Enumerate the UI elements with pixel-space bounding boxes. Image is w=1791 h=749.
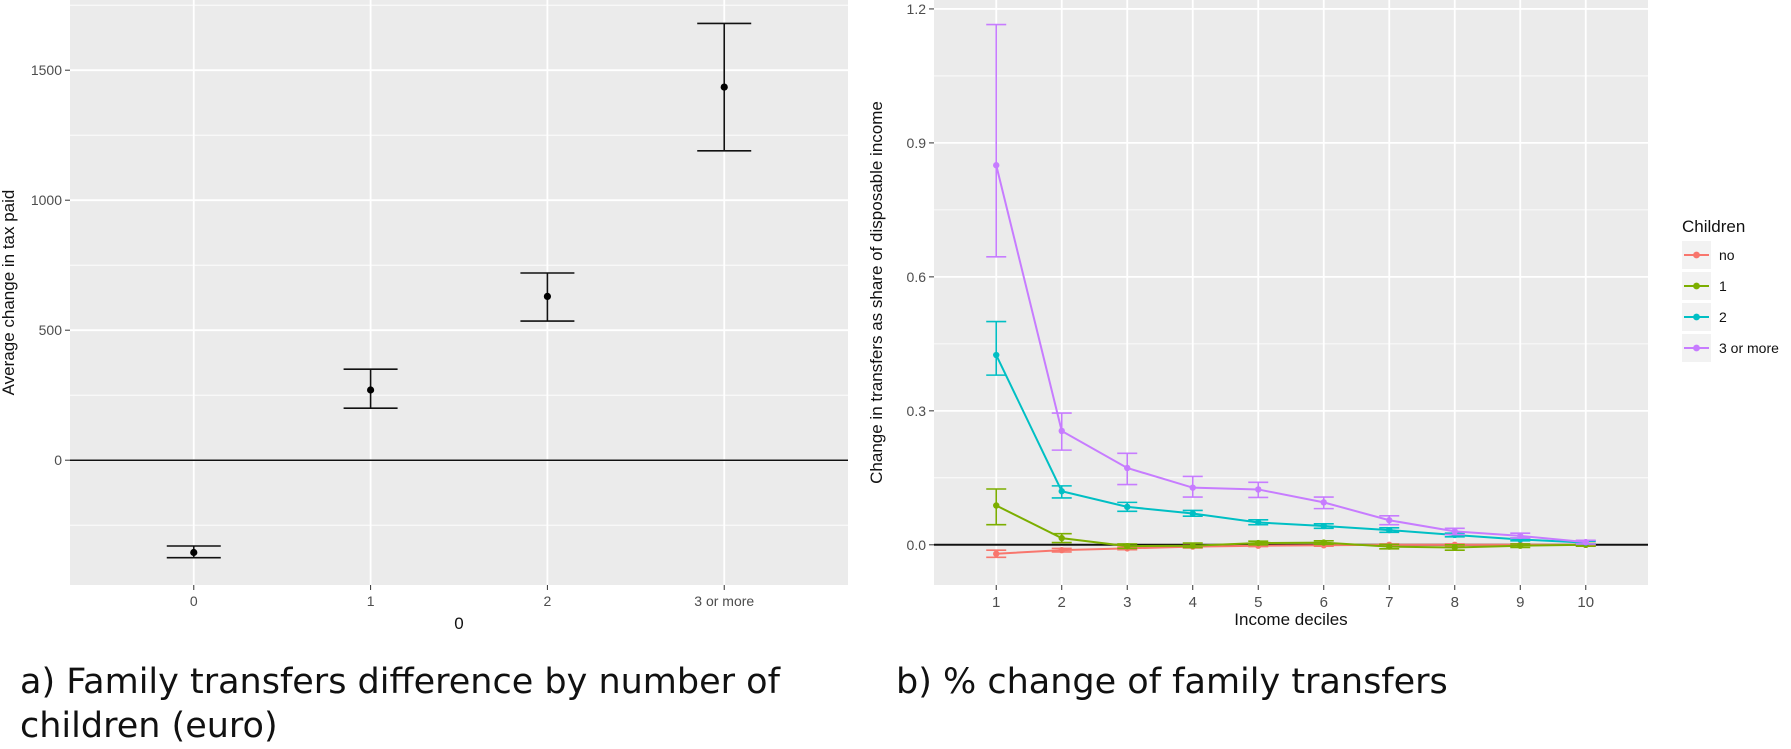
data-point [1451,544,1458,551]
x-tick-label: 2 [544,593,552,609]
y-tick-label: 1.2 [907,1,927,17]
legend-label: no [1719,247,1735,263]
data-point [993,162,1000,169]
data-point [1058,427,1065,435]
caption-a: a) Family transfers difference by number… [20,662,780,746]
x-tick-label: 2 [1058,594,1066,611]
panel-b-background [934,0,1648,585]
series-line [995,504,1586,549]
data-point [1517,532,1524,540]
y-tick-label: 1500 [31,62,62,78]
panel-a: 0 500 1000 1500 0 1 2 3 or more 0 Average chang… [0,0,848,633]
caption-b: b) % change of family transfers [896,662,1448,702]
data-point [1255,486,1262,493]
y-tick-label: 0.9 [907,135,927,151]
error-bar [986,320,1007,376]
series-3-or-more [986,23,1596,546]
legend-item: 1 [1682,272,1727,300]
data-point [1189,542,1196,549]
legend-label: 2 [1719,309,1727,325]
series-line [995,354,1586,544]
x-tick-label: 1 [367,593,375,609]
data-point [993,502,1000,509]
legend-item: no [1682,241,1735,269]
panel-a-background [70,0,848,585]
data-point [1255,539,1262,547]
y-tick-label: 0 [54,452,62,468]
data-point [1255,519,1262,526]
data-point [1320,522,1327,530]
y-tick-label: 0.3 [907,403,927,419]
x-tick-label: 7 [1385,594,1393,611]
panel-b: 0.0 0.3 0.6 0.9 1.2 1 2 3 4 5 6 7 8 9 10 Income decile… [867,0,1779,629]
panel-b-axes: 0.0 0.3 0.6 0.9 1.2 1 2 3 4 5 6 7 8 9 10 [907,1,1595,611]
y-tick-label: 1000 [31,192,62,208]
data-point [1058,488,1065,495]
y-tick-label: 0.0 [907,537,927,553]
panel-b-legend: Children no 1 2 3 or more [1682,217,1779,362]
x-tick-label: 0 [190,593,198,609]
legend-title: Children [1682,217,1745,236]
data-point [1320,539,1327,546]
series-1 [986,488,1596,551]
legend-label: 3 or more [1719,340,1779,356]
legend-item: 3 or more [1682,334,1779,362]
legend-label: 1 [1719,278,1727,294]
data-point [1517,542,1524,549]
series-2 [986,320,1596,546]
data-point [366,386,375,394]
x-tick-label: 1 [992,594,1000,611]
data-point [1386,517,1393,524]
data-point [1386,526,1393,534]
x-tick-label: 5 [1254,594,1262,611]
legend-item: 2 [1682,303,1727,331]
panel-a-x-axis-label: 0 [454,614,463,633]
data-point [1451,528,1458,535]
series-line [995,164,1586,544]
x-tick-label: 6 [1320,594,1328,611]
data-point [720,83,728,91]
x-tick-label: 4 [1189,594,1197,611]
series-line [996,543,1586,555]
data-point [1189,510,1196,517]
data-point [1124,542,1131,550]
panel-a-axes: 0 500 1000 1500 0 1 2 3 or more [31,62,755,609]
y-tick-label: 500 [39,322,63,338]
x-tick-label: 8 [1451,594,1459,611]
panel-b-marks [934,23,1648,559]
data-point [993,351,1000,359]
data-point [1058,546,1065,554]
data-point [1386,543,1393,550]
panel-a-marks [70,22,848,559]
data-point [1124,464,1131,472]
data-point [1582,538,1589,546]
data-point [1320,499,1327,506]
panel-b-x-axis-label: Income deciles [1234,610,1347,629]
legend-items: no 1 2 3 or more [1682,241,1779,362]
data-point [1124,503,1131,511]
panel-a-y-axis-label: Average change in tax paid [0,190,18,396]
y-tick-label: 0.6 [907,269,927,285]
data-point [1058,534,1065,542]
data-point [190,548,198,557]
data-point [543,292,552,300]
data-point [993,550,1000,557]
panel-b-y-axis-label: Change in transfers as share of disposab… [867,101,886,484]
data-point [1189,484,1196,491]
error-bar [986,23,1007,258]
x-tick-label: 10 [1577,594,1594,611]
x-tick-label: 3 [1123,594,1131,611]
x-tick-label: 9 [1516,594,1524,611]
x-tick-label: 3 or more [694,593,754,609]
